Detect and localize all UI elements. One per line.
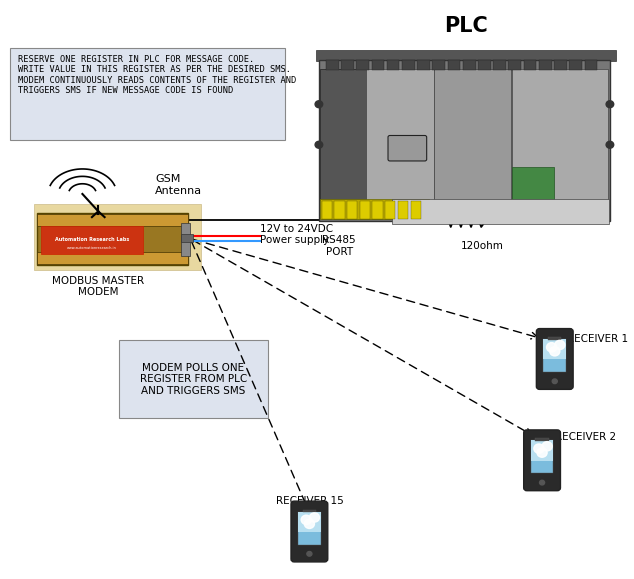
FancyBboxPatch shape — [531, 440, 553, 474]
FancyBboxPatch shape — [535, 438, 548, 441]
FancyBboxPatch shape — [320, 69, 368, 200]
FancyBboxPatch shape — [181, 234, 193, 242]
Circle shape — [315, 141, 323, 148]
FancyBboxPatch shape — [585, 60, 597, 70]
FancyBboxPatch shape — [554, 60, 567, 70]
Circle shape — [547, 343, 557, 352]
FancyBboxPatch shape — [341, 60, 354, 70]
Circle shape — [606, 141, 614, 148]
FancyBboxPatch shape — [402, 60, 415, 70]
FancyBboxPatch shape — [524, 60, 536, 70]
FancyBboxPatch shape — [298, 512, 321, 532]
FancyBboxPatch shape — [326, 60, 339, 70]
FancyBboxPatch shape — [512, 167, 554, 200]
FancyBboxPatch shape — [319, 60, 610, 221]
FancyBboxPatch shape — [119, 340, 268, 418]
Text: 120ohm: 120ohm — [460, 241, 503, 251]
FancyBboxPatch shape — [548, 337, 562, 340]
Circle shape — [552, 379, 557, 383]
FancyBboxPatch shape — [360, 201, 370, 219]
FancyBboxPatch shape — [524, 430, 560, 491]
Text: PLC: PLC — [444, 16, 488, 36]
FancyBboxPatch shape — [366, 69, 434, 200]
FancyBboxPatch shape — [434, 69, 511, 200]
FancyBboxPatch shape — [373, 201, 383, 219]
Text: Automation Research Labs: Automation Research Labs — [55, 237, 129, 242]
FancyBboxPatch shape — [493, 60, 506, 70]
FancyBboxPatch shape — [543, 339, 566, 359]
FancyBboxPatch shape — [569, 60, 582, 70]
Circle shape — [315, 101, 323, 108]
FancyBboxPatch shape — [392, 199, 609, 224]
Text: RS485
PORT: RS485 PORT — [322, 235, 356, 257]
Circle shape — [534, 444, 544, 453]
FancyBboxPatch shape — [356, 60, 369, 70]
FancyBboxPatch shape — [303, 510, 316, 512]
Text: MODEM POLLS ONE
REGISTER FROM PLC
AND TRIGGERS SMS: MODEM POLLS ONE REGISTER FROM PLC AND TR… — [139, 362, 247, 396]
FancyBboxPatch shape — [335, 201, 345, 219]
Circle shape — [540, 481, 545, 485]
FancyBboxPatch shape — [316, 50, 616, 61]
Text: RECEIVER 15: RECEIVER 15 — [276, 496, 343, 506]
FancyBboxPatch shape — [536, 329, 573, 389]
FancyBboxPatch shape — [387, 60, 399, 70]
FancyBboxPatch shape — [372, 60, 384, 70]
Text: MODBUS MASTER
MODEM: MODBUS MASTER MODEM — [52, 276, 145, 298]
FancyBboxPatch shape — [291, 501, 328, 562]
FancyBboxPatch shape — [478, 60, 491, 70]
FancyBboxPatch shape — [10, 48, 285, 140]
FancyBboxPatch shape — [322, 201, 332, 219]
Circle shape — [304, 519, 314, 529]
Circle shape — [606, 101, 614, 108]
Circle shape — [542, 442, 552, 451]
FancyBboxPatch shape — [539, 60, 552, 70]
Text: RESERVE ONE REGISTER IN PLC FOR MESSAGE CODE.
WRITE VALUE IN THIS REGISTER AS PE: RESERVE ONE REGISTER IN PLC FOR MESSAGE … — [18, 55, 296, 95]
FancyBboxPatch shape — [34, 204, 201, 270]
FancyBboxPatch shape — [512, 69, 608, 200]
FancyBboxPatch shape — [385, 201, 396, 219]
Circle shape — [309, 513, 320, 522]
FancyBboxPatch shape — [398, 201, 408, 219]
FancyBboxPatch shape — [320, 199, 429, 219]
FancyBboxPatch shape — [37, 213, 188, 265]
FancyBboxPatch shape — [298, 512, 321, 544]
FancyBboxPatch shape — [37, 252, 188, 264]
FancyBboxPatch shape — [463, 60, 476, 70]
Text: RECEIVER 1: RECEIVER 1 — [567, 334, 628, 344]
FancyBboxPatch shape — [347, 201, 358, 219]
Text: www.automationresearch.in: www.automationresearch.in — [67, 246, 117, 250]
FancyBboxPatch shape — [531, 440, 553, 461]
FancyBboxPatch shape — [432, 60, 445, 70]
FancyBboxPatch shape — [388, 135, 427, 161]
Circle shape — [550, 347, 560, 356]
Text: RECEIVER 2: RECEIVER 2 — [555, 432, 616, 442]
FancyBboxPatch shape — [543, 339, 566, 372]
FancyBboxPatch shape — [417, 60, 430, 70]
Circle shape — [301, 515, 311, 525]
FancyBboxPatch shape — [41, 226, 143, 254]
Text: 12V to 24VDC
Power supply: 12V to 24VDC Power supply — [260, 223, 333, 245]
Circle shape — [555, 340, 565, 350]
Circle shape — [537, 448, 547, 457]
FancyBboxPatch shape — [508, 60, 521, 70]
FancyBboxPatch shape — [411, 201, 421, 219]
Circle shape — [307, 551, 312, 556]
FancyBboxPatch shape — [181, 223, 190, 256]
FancyBboxPatch shape — [37, 214, 188, 226]
FancyBboxPatch shape — [448, 60, 460, 70]
Text: GSM
Antenna: GSM Antenna — [155, 174, 202, 196]
